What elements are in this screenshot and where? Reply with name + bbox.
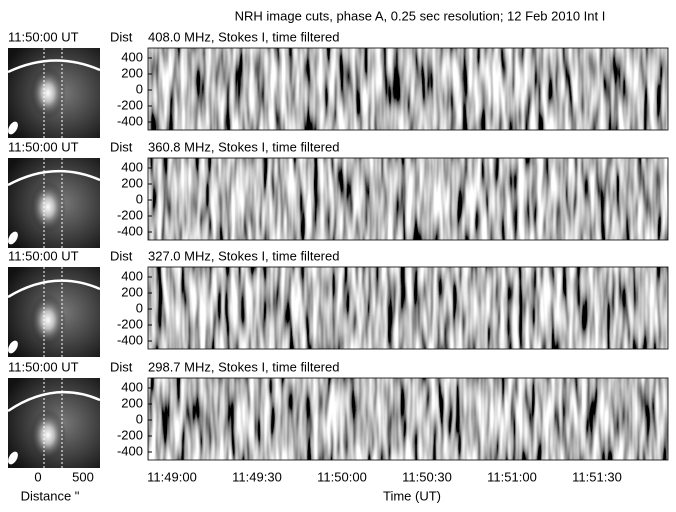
thumb-source (30, 409, 66, 461)
panel-time: 11:50:00 UT (8, 359, 79, 374)
thumbnail (7, 267, 101, 357)
y-tick-label: 400 (121, 159, 143, 174)
x-axis-label: Time (UT) (383, 488, 441, 503)
limb-arc (7, 59, 101, 74)
panel-time: 11:50:00 UT (8, 248, 79, 263)
image-cut (148, 378, 668, 460)
beam (8, 340, 18, 354)
y-tick-label: -400 (117, 223, 143, 238)
thumb-x-axis-label: Distance " (21, 488, 80, 503)
panel-time: 11:50:00 UT (8, 29, 79, 44)
y-tick-label: 0 (136, 191, 143, 206)
image-cut (148, 158, 668, 240)
image-cut (148, 48, 668, 130)
image-frame (147, 377, 669, 461)
thumb-source (30, 294, 66, 346)
y-tick-label: 0 (136, 411, 143, 426)
y-tick-label: 200 (121, 65, 143, 80)
y-tick-label: 400 (121, 379, 143, 394)
y-axis-label: Dist (110, 248, 133, 263)
image-frame (147, 47, 669, 131)
thumbnail (7, 48, 101, 138)
y-tick-label: 200 (121, 284, 143, 299)
panel-label: 327.0 MHz, Stokes I, time filtered (148, 248, 339, 263)
x-tick-label: 11:50:30 (402, 469, 452, 484)
beam (8, 451, 18, 465)
thumb-source (30, 67, 66, 119)
panel-time: 11:50:00 UT (8, 139, 79, 154)
thumb-x-tick-label: 500 (72, 469, 94, 484)
y-tick-label: 200 (121, 175, 143, 190)
limb-arc (7, 390, 101, 413)
beam (8, 121, 18, 135)
y-tick-label: -400 (117, 443, 143, 458)
thumbnail (7, 158, 101, 248)
y-tick-label: 0 (136, 81, 143, 96)
image-cut (148, 267, 668, 349)
image-frame (147, 157, 669, 241)
x-tick-label: 11:51:30 (572, 469, 622, 484)
panel-label: 298.7 MHz, Stokes I, time filtered (148, 359, 339, 374)
y-tick-label: -200 (117, 207, 143, 222)
image-frame (147, 266, 669, 350)
y-tick-label: -200 (117, 316, 143, 331)
x-tick-label: 11:49:30 (232, 469, 282, 484)
beam (8, 231, 18, 245)
y-tick-label: -200 (117, 97, 143, 112)
thumbnail (7, 378, 101, 468)
panel-label: 408.0 MHz, Stokes I, time filtered (148, 29, 339, 44)
figure-title: NRH image cuts, phase A, 0.25 sec resolu… (235, 8, 606, 23)
limb-arc (7, 279, 101, 299)
y-tick-label: -400 (117, 113, 143, 128)
y-axis-label: Dist (110, 139, 133, 154)
x-tick-label: 11:50:00 (317, 469, 367, 484)
y-tick-label: -200 (117, 427, 143, 442)
y-tick-label: -400 (117, 332, 143, 347)
y-tick-label: 400 (121, 49, 143, 64)
thumb-source (30, 181, 66, 233)
thumb-x-tick-label: 0 (34, 469, 41, 484)
y-axis-label: Dist (110, 29, 133, 44)
y-axis-label: Dist (110, 359, 133, 374)
panel-label: 360.8 MHz, Stokes I, time filtered (148, 139, 339, 154)
y-tick-label: 0 (136, 300, 143, 315)
y-tick-label: 400 (121, 268, 143, 283)
y-tick-label: 200 (121, 395, 143, 410)
x-tick-label: 11:49:00 (147, 469, 197, 484)
limb-arc (7, 169, 101, 187)
x-tick-label: 11:51:00 (487, 469, 537, 484)
